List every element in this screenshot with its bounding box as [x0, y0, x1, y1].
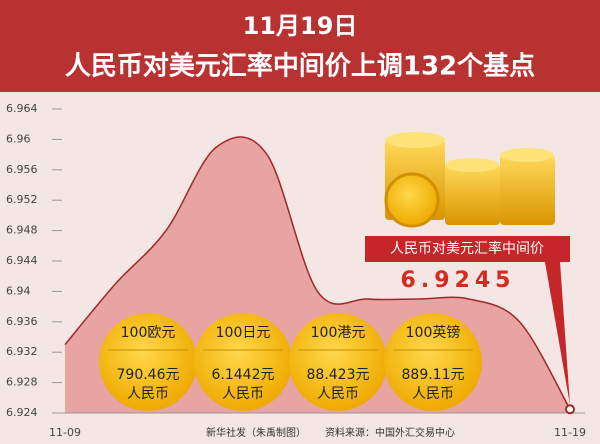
chart-subtitle: 人民币对美元汇率中间价上调132个基点 — [65, 51, 535, 82]
rate-value: 88.423元 — [307, 367, 370, 383]
rate-unit: 100英镑 — [406, 324, 461, 341]
y-tick-label: 6.964 — [6, 102, 38, 115]
rate-badge — [99, 313, 197, 411]
line — [64, 136, 571, 410]
title-banner — [0, 0, 600, 92]
rate-badge — [289, 313, 387, 411]
credit: 新华社发（朱禹制图） — [206, 426, 306, 439]
y-tick-label: 6.952 — [6, 193, 38, 206]
rate-currency: 人民币 — [222, 386, 264, 402]
y-tick-label: 6.956 — [6, 163, 38, 176]
y-tick-label: 6.94 — [6, 284, 31, 297]
rate-value: 6.1442元 — [212, 367, 275, 383]
y-tick-label: 6.924 — [6, 406, 38, 419]
rate-currency: 人民币 — [412, 386, 454, 402]
y-tick-label: 6.928 — [6, 376, 38, 389]
callout-pointer — [545, 262, 570, 405]
rate-badge — [194, 313, 292, 411]
callout-value: 6.9245 — [401, 268, 516, 293]
callout-label: 人民币对美元汇率中间价 — [390, 240, 544, 257]
chart-title: 11月19日 — [243, 12, 358, 40]
source: 资料来源：中国外汇交易中心 — [325, 426, 455, 439]
y-tick-label: 6.936 — [6, 315, 38, 328]
y-tick-label: 6.932 — [6, 345, 38, 358]
y-tick-label: 6.96 — [6, 132, 31, 145]
rate-unit: 100港元 — [311, 325, 366, 341]
rate-currency: 人民币 — [317, 386, 359, 402]
callout-box — [365, 236, 570, 262]
y-tick-label: 6.948 — [6, 224, 38, 237]
rate-badge — [384, 313, 482, 411]
rate-currency: 人民币 — [127, 386, 169, 402]
rates: 100欧元790.46元人民币100日元6.1442元人民币100港元88.42… — [99, 313, 482, 411]
rate-value: 889.11元 — [402, 367, 465, 383]
coins — [384, 132, 555, 228]
end-point — [565, 404, 575, 415]
x-tick-label: 11-09 — [49, 426, 81, 439]
x-tick-label: 11-19 — [554, 426, 586, 439]
rate-unit: 100日元 — [216, 325, 271, 341]
rate-value: 790.46元 — [117, 367, 180, 383]
rate-unit: 100欧元 — [121, 325, 176, 341]
y-tick-label: 6.944 — [6, 254, 38, 267]
